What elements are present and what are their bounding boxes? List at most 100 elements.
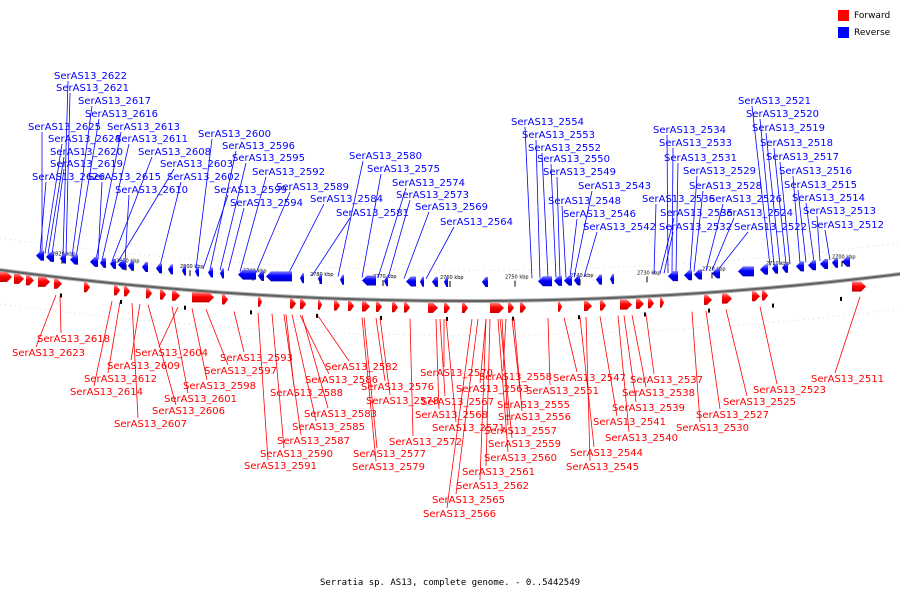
forward-gene-label[interactable]: SerAS13_2606 bbox=[152, 406, 225, 417]
forward-gene-label[interactable]: SerAS13_2570 bbox=[420, 368, 493, 379]
reverse-gene[interactable] bbox=[220, 268, 224, 279]
reverse-gene-label[interactable]: SerAS13_2569 bbox=[415, 202, 488, 213]
reverse-gene-label[interactable]: SerAS13_2596 bbox=[222, 141, 295, 152]
reverse-gene-label[interactable]: SerAS13_2534 bbox=[653, 125, 726, 136]
forward-gene-label[interactable]: SerAS13_2565 bbox=[432, 495, 505, 506]
reverse-gene-label[interactable]: SerAS13_2616 bbox=[85, 109, 158, 120]
forward-gene[interactable] bbox=[0, 272, 12, 282]
reverse-gene[interactable] bbox=[444, 276, 448, 287]
reverse-gene-label[interactable]: SerAS13_2518 bbox=[760, 138, 833, 149]
reverse-gene[interactable] bbox=[554, 275, 562, 286]
forward-gene[interactable] bbox=[258, 296, 262, 307]
forward-gene-label[interactable]: SerAS13_2551 bbox=[526, 386, 599, 397]
forward-gene[interactable] bbox=[114, 285, 120, 296]
forward-gene-label[interactable]: SerAS13_2586 bbox=[305, 375, 378, 386]
forward-gene[interactable] bbox=[704, 294, 712, 305]
forward-gene[interactable] bbox=[752, 291, 760, 302]
reverse-gene-label[interactable]: SerAS13_2613 bbox=[107, 122, 180, 133]
reverse-gene-label[interactable]: SerAS13_2531 bbox=[664, 153, 737, 164]
reverse-gene[interactable] bbox=[340, 274, 344, 285]
reverse-gene-label[interactable]: SerAS13_2536 bbox=[642, 194, 715, 205]
reverse-gene-label[interactable]: SerAS13_2550 bbox=[537, 154, 610, 165]
reverse-gene-label[interactable]: SerAS13_2528 bbox=[689, 181, 762, 192]
reverse-gene-label[interactable]: SerAS13_2513 bbox=[803, 206, 876, 217]
forward-gene-label[interactable]: SerAS13_2585 bbox=[292, 422, 365, 433]
reverse-gene-label[interactable]: SerAS13_2611 bbox=[115, 134, 188, 145]
forward-gene[interactable] bbox=[584, 301, 592, 312]
forward-gene[interactable] bbox=[490, 302, 504, 313]
reverse-gene-label[interactable]: SerAS13_2574 bbox=[392, 178, 465, 189]
reverse-gene[interactable] bbox=[142, 262, 148, 273]
reverse-gene-label[interactable]: SerAS13_2520 bbox=[746, 109, 819, 120]
forward-gene[interactable] bbox=[300, 299, 306, 310]
reverse-gene[interactable] bbox=[820, 259, 828, 270]
reverse-gene[interactable] bbox=[796, 261, 804, 272]
reverse-gene[interactable] bbox=[832, 257, 838, 268]
reverse-gene[interactable] bbox=[684, 270, 692, 281]
forward-gene[interactable] bbox=[600, 300, 606, 311]
reverse-gene[interactable] bbox=[46, 251, 54, 262]
reverse-gene[interactable] bbox=[420, 276, 424, 287]
reverse-gene[interactable] bbox=[118, 259, 126, 270]
reverse-gene[interactable] bbox=[384, 276, 388, 287]
reverse-gene[interactable] bbox=[100, 257, 106, 268]
reverse-gene-label[interactable]: SerAS13_2608 bbox=[138, 147, 211, 158]
reverse-gene-label[interactable]: SerAS13_2552 bbox=[528, 143, 601, 154]
reverse-gene[interactable] bbox=[712, 268, 720, 279]
reverse-gene[interactable] bbox=[432, 276, 438, 287]
forward-gene[interactable] bbox=[722, 293, 732, 304]
forward-gene[interactable] bbox=[362, 301, 370, 312]
reverse-gene-label[interactable]: SerAS13_2625 bbox=[28, 122, 101, 133]
forward-gene-label[interactable]: SerAS13_2556 bbox=[498, 412, 571, 423]
forward-gene-label[interactable]: SerAS13_2567 bbox=[421, 397, 494, 408]
reverse-gene-label[interactable]: SerAS13_2580 bbox=[349, 151, 422, 162]
reverse-gene[interactable] bbox=[182, 265, 186, 276]
forward-gene[interactable] bbox=[84, 282, 90, 293]
forward-gene-label[interactable]: SerAS13_2544 bbox=[570, 448, 643, 459]
forward-gene-label[interactable]: SerAS13_2566 bbox=[423, 509, 496, 520]
forward-gene-label[interactable]: SerAS13_2562 bbox=[456, 481, 529, 492]
forward-gene[interactable] bbox=[620, 299, 632, 310]
reverse-gene[interactable] bbox=[362, 275, 376, 286]
forward-gene-label[interactable]: SerAS13_2576 bbox=[361, 382, 434, 393]
reverse-gene[interactable] bbox=[156, 263, 162, 274]
reverse-gene[interactable] bbox=[782, 262, 788, 273]
reverse-gene[interactable] bbox=[208, 267, 213, 278]
forward-gene[interactable] bbox=[290, 298, 296, 309]
forward-gene-label[interactable]: SerAS13_2593 bbox=[220, 353, 293, 364]
forward-gene-label[interactable]: SerAS13_2523 bbox=[753, 385, 826, 396]
forward-gene-label[interactable]: SerAS13_2563 bbox=[456, 384, 529, 395]
forward-gene[interactable] bbox=[334, 300, 340, 311]
forward-gene-label[interactable]: SerAS13_2587 bbox=[277, 436, 350, 447]
forward-gene-label[interactable]: SerAS13_2582 bbox=[325, 362, 398, 373]
reverse-gene-label[interactable]: SerAS13_2615 bbox=[88, 172, 161, 183]
forward-gene[interactable] bbox=[222, 294, 228, 305]
forward-gene-label[interactable]: SerAS13_2558 bbox=[479, 372, 552, 383]
forward-gene-label[interactable]: SerAS13_2527 bbox=[696, 410, 769, 421]
forward-gene[interactable] bbox=[376, 301, 382, 312]
reverse-gene[interactable] bbox=[70, 254, 78, 265]
forward-gene-label[interactable]: SerAS13_2568 bbox=[415, 410, 488, 421]
forward-gene-label[interactable]: SerAS13_2540 bbox=[605, 433, 678, 444]
reverse-gene-label[interactable]: SerAS13_2599 bbox=[214, 185, 287, 196]
reverse-gene[interactable] bbox=[694, 269, 702, 280]
forward-gene-label[interactable]: SerAS13_2590 bbox=[260, 449, 333, 460]
forward-gene[interactable] bbox=[146, 288, 152, 299]
forward-gene-label[interactable]: SerAS13_2578 bbox=[366, 396, 439, 407]
forward-gene-label[interactable]: SerAS13_2623 bbox=[12, 348, 85, 359]
reverse-gene-label[interactable]: SerAS13_2600 bbox=[198, 129, 271, 140]
reverse-gene[interactable] bbox=[36, 250, 44, 261]
forward-gene-label[interactable]: SerAS13_2511 bbox=[811, 374, 884, 385]
forward-gene[interactable] bbox=[462, 303, 468, 314]
forward-gene-label[interactable]: SerAS13_2560 bbox=[484, 453, 557, 464]
reverse-gene-label[interactable]: SerAS13_2524 bbox=[720, 208, 793, 219]
forward-gene[interactable] bbox=[124, 286, 130, 297]
reverse-gene[interactable] bbox=[538, 276, 552, 287]
reverse-gene-label[interactable]: SerAS13_2603 bbox=[160, 159, 233, 170]
forward-gene-label[interactable]: SerAS13_2559 bbox=[488, 439, 561, 450]
reverse-gene[interactable] bbox=[110, 258, 116, 269]
forward-gene[interactable] bbox=[762, 290, 768, 301]
reverse-gene-label[interactable]: SerAS13_2514 bbox=[792, 193, 865, 204]
reverse-gene-label[interactable]: SerAS13_2542 bbox=[583, 222, 656, 233]
reverse-gene-label[interactable]: SerAS13_2602 bbox=[167, 172, 240, 183]
